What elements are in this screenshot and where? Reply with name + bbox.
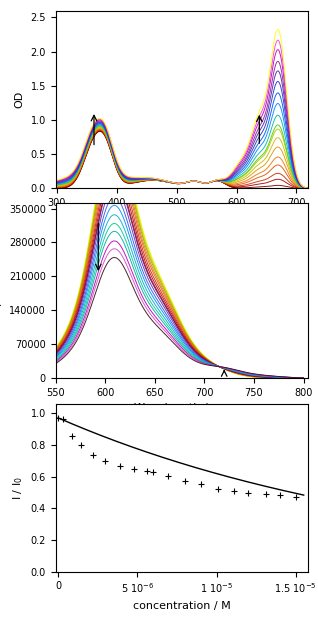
X-axis label: Wavelength / nm: Wavelength / nm [135,404,230,413]
X-axis label: Wavelength / nm: Wavelength / nm [135,214,230,224]
X-axis label: concentration / M: concentration / M [133,601,231,611]
Y-axis label: OD: OD [15,91,25,108]
Y-axis label: Emission
/ a.u.: Emission / a.u. [0,266,3,315]
Y-axis label: I / I$_0$: I / I$_0$ [11,476,25,499]
